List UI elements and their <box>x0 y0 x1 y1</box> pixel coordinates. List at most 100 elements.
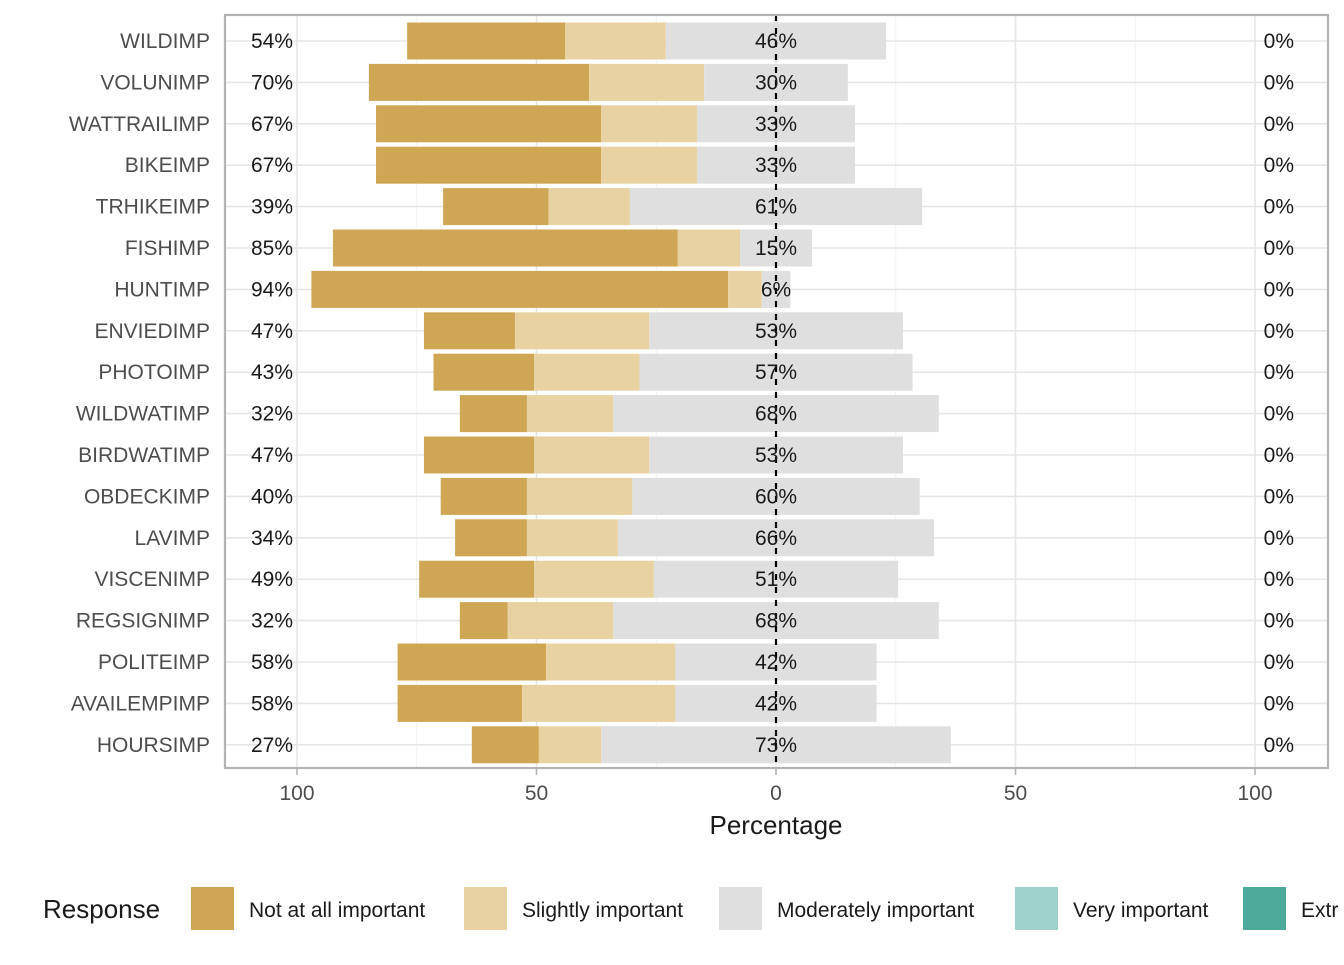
left-percent-label: 58% <box>251 651 293 674</box>
right-percent-label: 0% <box>1264 527 1294 550</box>
category-label: HOURSIMP <box>97 734 210 757</box>
right-percent-label: 0% <box>1264 71 1294 94</box>
bar-not-at-all-availempimp <box>397 684 523 722</box>
center-percent-label: 61% <box>755 196 797 219</box>
category-label: FISHIMP <box>125 237 210 260</box>
left-percent-label: 32% <box>251 403 293 426</box>
legend-key-swatch <box>719 887 762 930</box>
legend-key-label: Slightly important <box>522 899 683 922</box>
category-label: BIKEIMP <box>125 154 210 177</box>
bars <box>311 22 951 764</box>
category-label: VISCENIMP <box>94 568 210 591</box>
right-percent-label: 0% <box>1264 154 1294 177</box>
bar-slightly-enviedimp <box>514 312 650 350</box>
bar-slightly-wildimp <box>565 22 666 60</box>
bar-not-at-all-hoursimp <box>471 726 539 764</box>
right-percent-label: 0% <box>1264 320 1294 343</box>
bar-moderately-bikeimp <box>696 146 856 184</box>
x-axis-title: Percentage <box>710 810 843 840</box>
center-percent-label: 42% <box>755 692 797 715</box>
left-percent-label: 49% <box>251 568 293 591</box>
center-percent-label: 73% <box>755 734 797 757</box>
bar-not-at-all-volunimp <box>368 63 590 101</box>
category-label: AVAILEMPIMP <box>71 692 210 715</box>
left-percent-label: 67% <box>251 113 293 136</box>
left-percent-label: 58% <box>251 692 293 715</box>
center-percent-label: 66% <box>755 527 797 550</box>
x-tick-label: 50 <box>1004 782 1027 805</box>
legend-key-label: Extr <box>1301 899 1338 922</box>
right-percent-label: 0% <box>1264 568 1294 591</box>
left-percent-label: 32% <box>251 610 293 633</box>
legend-key-swatch <box>464 887 507 930</box>
bar-slightly-lavimp <box>526 519 618 557</box>
right-percent-label: 0% <box>1264 651 1294 674</box>
left-percent-label: 43% <box>251 361 293 384</box>
bar-slightly-volunimp <box>589 63 705 101</box>
category-label: BIRDWATIMP <box>78 444 210 467</box>
category-label: VOLUNIMP <box>100 71 210 94</box>
center-percent-label: 51% <box>755 568 797 591</box>
center-percent-label: 60% <box>755 485 797 508</box>
bar-moderately-birdwatimp <box>649 436 903 474</box>
legend-key-swatch <box>191 887 234 930</box>
right-percent-label: 0% <box>1264 692 1294 715</box>
category-label: WILDWATIMP <box>76 403 210 426</box>
right-percent-label: 0% <box>1264 485 1294 508</box>
left-percent-label: 67% <box>251 154 293 177</box>
legend-title: Response <box>43 894 160 924</box>
center-percent-label: 53% <box>755 444 797 467</box>
category-label: WILDIMP <box>120 30 210 53</box>
right-percent-label: 0% <box>1264 237 1294 260</box>
bar-not-at-all-regsignimp <box>459 602 508 640</box>
legend-key-swatch <box>1015 887 1058 930</box>
right-percent-label: 0% <box>1264 113 1294 136</box>
center-percent-label: 68% <box>755 610 797 633</box>
bar-not-at-all-fishimp <box>332 229 678 267</box>
bar-not-at-all-politeimp <box>397 643 547 681</box>
center-percent-label: 42% <box>755 651 797 674</box>
legend-key-label: Very important <box>1073 899 1209 922</box>
bar-slightly-bikeimp <box>601 146 697 184</box>
bar-moderately-wildwatimp <box>613 395 939 433</box>
right-percent-label: 0% <box>1264 196 1294 219</box>
bar-not-at-all-lavimp <box>455 519 527 557</box>
center-percent-label: 33% <box>755 154 797 177</box>
right-percent-label: 0% <box>1264 610 1294 633</box>
center-percent-label: 53% <box>755 320 797 343</box>
bar-slightly-obdeckimp <box>526 477 633 515</box>
x-tick-label: 50 <box>525 782 548 805</box>
category-label: LAVIMP <box>135 527 210 550</box>
bar-slightly-wattrailimp <box>601 105 697 143</box>
category-label: POLITEIMP <box>98 651 210 674</box>
left-percent-label: 47% <box>251 444 293 467</box>
bar-not-at-all-enviedimp <box>423 312 515 350</box>
legend-key-label: Moderately important <box>777 899 974 922</box>
legend: Response Not at all important Slightly imp… <box>43 887 1338 930</box>
center-percent-label: 57% <box>755 361 797 384</box>
left-percent-label: 70% <box>251 71 293 94</box>
row-labels: WILDIMP 54% 46% 0% VOLUNIMP 70% 30% 0% WATTRAILI… <box>69 30 1294 757</box>
bar-not-at-all-wattrailimp <box>376 105 602 143</box>
left-percent-label: 54% <box>251 30 293 53</box>
category-label: PHOTOIMP <box>98 361 210 384</box>
bar-slightly-trhikeimp <box>548 188 630 226</box>
x-tick-label: 0 <box>770 782 782 805</box>
bar-not-at-all-photoimp <box>433 353 535 391</box>
right-percent-label: 0% <box>1264 403 1294 426</box>
category-label: ENVIEDIMP <box>94 320 210 343</box>
right-percent-label: 0% <box>1264 30 1294 53</box>
bar-slightly-hoursimp <box>538 726 602 764</box>
left-percent-label: 39% <box>251 196 293 219</box>
legend-key-swatch <box>1243 887 1286 930</box>
category-label: TRHIKEIMP <box>96 196 210 219</box>
center-percent-label: 33% <box>755 113 797 136</box>
bar-not-at-all-huntimp <box>311 270 729 308</box>
x-tick-label: 100 <box>279 782 314 805</box>
center-percent-label: 68% <box>755 403 797 426</box>
bar-moderately-politeimp <box>675 643 877 681</box>
bar-not-at-all-bikeimp <box>376 146 602 184</box>
right-percent-label: 0% <box>1264 278 1294 301</box>
bar-slightly-politeimp <box>546 643 676 681</box>
left-percent-label: 47% <box>251 320 293 343</box>
